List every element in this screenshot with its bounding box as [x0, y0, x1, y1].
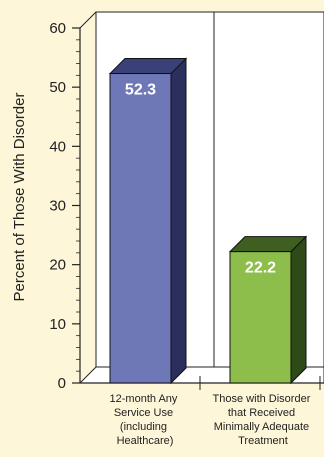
x-category-label-1-line-1: 12-month Any — [110, 393, 178, 405]
x-category-label-1-line-2: Service Use — [114, 407, 173, 419]
bar-2 — [229, 251, 292, 384]
bar-side-1 — [170, 57, 187, 385]
bar-value-label-1: 52.3 — [125, 82, 156, 99]
y-axis-ticks: 0 10 20 30 40 50 60 — [49, 20, 80, 392]
x-category-label-2-line-4: Treatment — [238, 435, 288, 447]
bar-side-2 — [290, 235, 307, 385]
y-tick-label-2: 20 — [49, 257, 66, 274]
x-category-label-1-line-3: (including — [120, 421, 167, 433]
x-category-label-2-line-2: that Received — [228, 407, 295, 419]
x-category-label-1: 12-month Any Service Use (including Heal… — [110, 393, 181, 447]
y-axis-label: Percent of Those With Disorder — [11, 93, 28, 302]
y-tick-label-4: 40 — [49, 138, 66, 155]
bar-1 — [109, 73, 172, 384]
y-tick-label-5: 50 — [49, 79, 66, 96]
plot-left-wall-edge — [79, 11, 97, 29]
bar-value-label-2: 22.2 — [245, 260, 276, 277]
x-category-label-2-line-3: Minimally Adequate — [214, 421, 309, 433]
y-tick-label-6: 60 — [49, 20, 66, 37]
x-category-label-1-line-4: Healthcare) — [117, 435, 174, 447]
bars-group: 52.3 22.2 — [108, 57, 308, 385]
x-category-label-2-line-1: Those with Disorder — [213, 393, 311, 405]
y-tick-label-0: 0 — [58, 375, 66, 392]
y-tick-label-1: 10 — [49, 316, 66, 333]
x-category-label-2: Those with Disorder that Received Minima… — [213, 393, 314, 447]
y-tick-label-3: 30 — [49, 198, 66, 215]
